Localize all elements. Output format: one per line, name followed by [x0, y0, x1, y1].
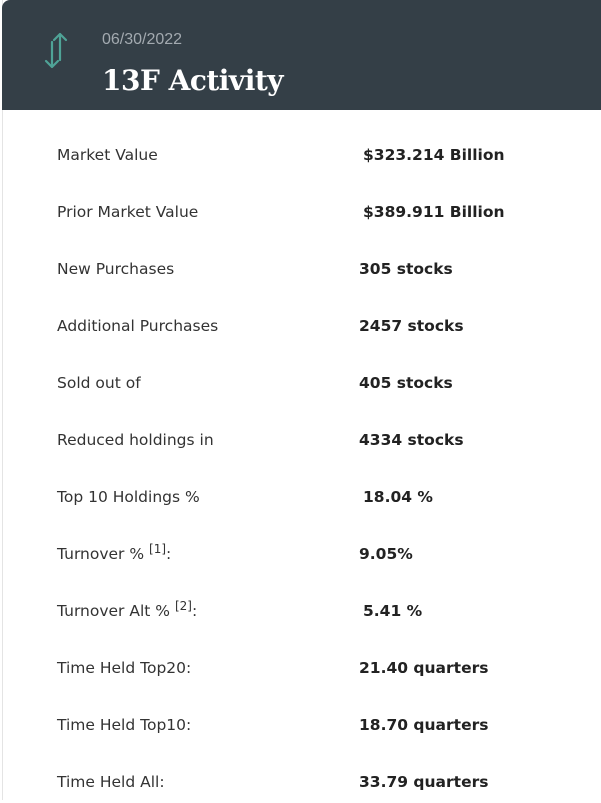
- row-label: New Purchases: [57, 260, 175, 278]
- row-label: Turnover % [1]:: [57, 542, 172, 563]
- row-value: 305 stocks: [359, 260, 453, 278]
- row-sold-out: Sold out of 405 stocks: [0, 374, 599, 404]
- row-label: Time Held Top10:: [57, 716, 192, 734]
- card-header: 06/30/2022 13F Activity: [2, 0, 601, 110]
- label-text: Turnover Alt %: [57, 602, 175, 620]
- row-value: 33.79 quarters: [359, 773, 489, 791]
- arrows-up-down-icon: [40, 30, 74, 72]
- row-value: $389.911 Billion: [363, 203, 505, 221]
- row-prior-market-value: Prior Market Value $389.911 Billion: [0, 203, 599, 233]
- card-title: 13F Activity: [102, 64, 284, 97]
- row-time-held-all: Time Held All: 33.79 quarters: [0, 773, 599, 803]
- row-value: 18.04 %: [363, 488, 433, 506]
- row-label: Additional Purchases: [57, 317, 219, 335]
- label-suffix: :: [191, 602, 198, 620]
- row-label: Turnover Alt % [2]:: [57, 599, 198, 620]
- row-reduced-holdings: Reduced holdings in 4334 stocks: [0, 431, 599, 461]
- row-value: 405 stocks: [359, 374, 453, 392]
- row-new-purchases: New Purchases 305 stocks: [0, 260, 599, 290]
- row-label: Time Held All:: [57, 773, 165, 791]
- row-label: Sold out of: [57, 374, 141, 392]
- row-label: Market Value: [57, 146, 158, 164]
- row-value: 21.40 quarters: [359, 659, 489, 677]
- footnote-link-2[interactable]: [2]: [174, 599, 192, 613]
- label-text: Turnover %: [57, 545, 150, 563]
- row-market-value: Market Value $323.214 Billion: [0, 146, 599, 176]
- row-value: 18.70 quarters: [359, 716, 489, 734]
- row-value: 2457 stocks: [359, 317, 464, 335]
- report-date: 06/30/2022: [102, 31, 183, 48]
- row-turnover: Turnover % [1]: 9.05%: [0, 542, 599, 575]
- row-top10-holdings: Top 10 Holdings % 18.04 %: [0, 488, 599, 518]
- row-label: Reduced holdings in: [57, 431, 214, 449]
- row-label: Top 10 Holdings %: [57, 488, 200, 506]
- row-value: 5.41 %: [363, 602, 423, 620]
- row-time-held-top10: Time Held Top10: 18.70 quarters: [0, 716, 599, 746]
- footnote-link-1[interactable]: [1]: [149, 542, 167, 556]
- row-label: Time Held Top20:: [57, 659, 192, 677]
- row-value: 9.05%: [359, 545, 413, 563]
- row-additional-purchases: Additional Purchases 2457 stocks: [0, 317, 599, 347]
- row-value: $323.214 Billion: [363, 146, 505, 164]
- label-suffix: :: [166, 545, 172, 563]
- row-time-held-top20: Time Held Top20: 21.40 quarters: [0, 659, 599, 689]
- row-value: 4334 stocks: [359, 431, 464, 449]
- row-label: Prior Market Value: [57, 203, 199, 221]
- row-turnover-alt: Turnover Alt % [2]: 5.41 %: [0, 599, 599, 632]
